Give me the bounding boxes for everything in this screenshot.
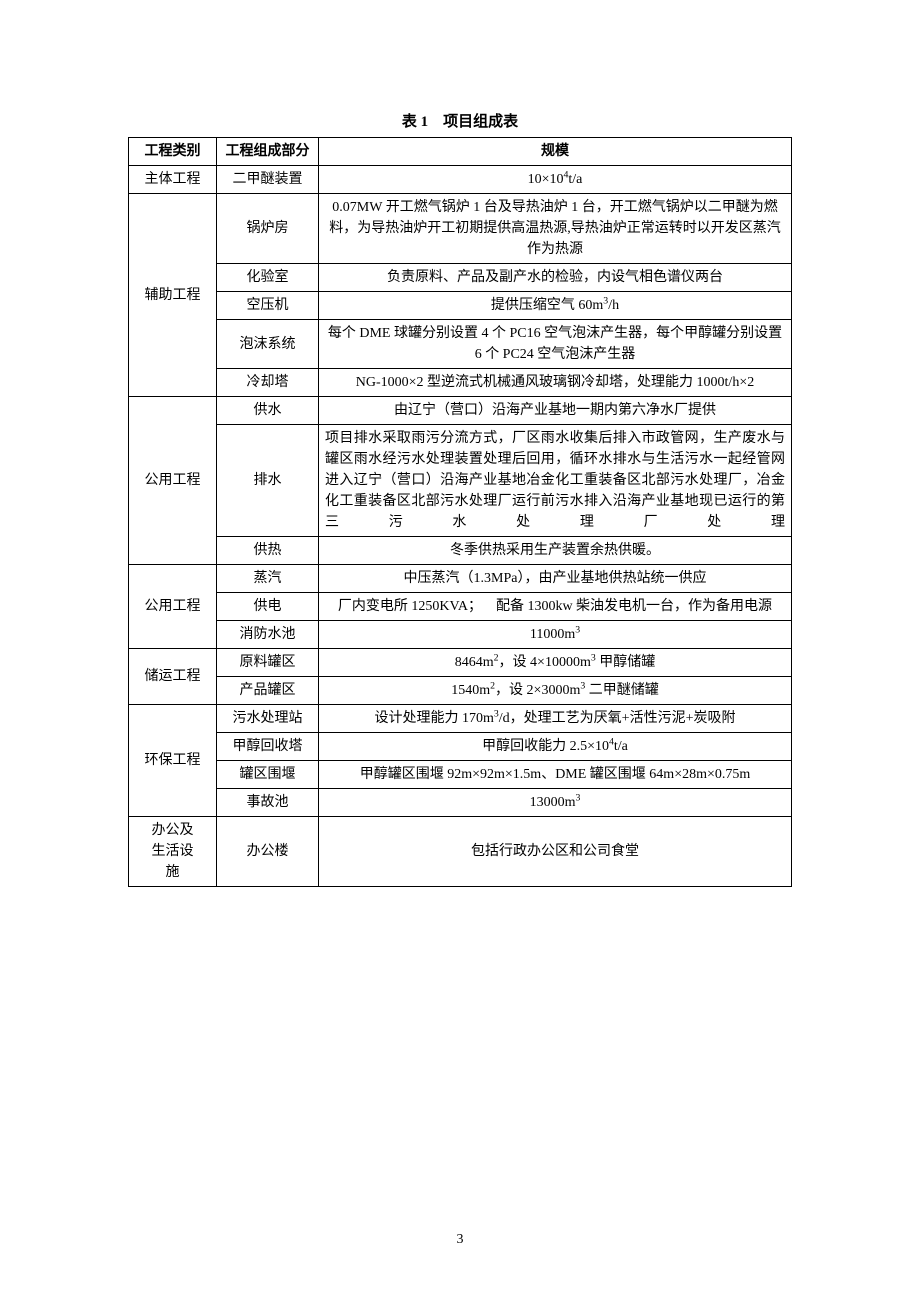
scale-cell: 项目排水采取雨污分流方式，厂区雨水收集后排入市政管网，生产废水与罐区雨水经污水处… bbox=[319, 425, 792, 537]
table-row: 供热冬季供热采用生产装置余热供暖。 bbox=[129, 537, 792, 565]
category-cell: 公用工程 bbox=[129, 565, 217, 649]
component-cell: 空压机 bbox=[217, 292, 319, 320]
scale-cell: NG-1000×2 型逆流式机械通风玻璃钢冷却塔，处理能力 1000t/h×2 bbox=[319, 369, 792, 397]
scale-cell: 13000m3 bbox=[319, 789, 792, 817]
component-cell: 蒸汽 bbox=[217, 565, 319, 593]
component-cell: 原料罐区 bbox=[217, 649, 319, 677]
scale-cell: 每个 DME 球罐分别设置 4 个 PC16 空气泡沫产生器，每个甲醇罐分别设置… bbox=[319, 320, 792, 369]
component-cell: 供电 bbox=[217, 593, 319, 621]
scale-cell: 甲醇罐区围堰 92m×92m×1.5m、DME 罐区围堰 64m×28m×0.7… bbox=[319, 761, 792, 789]
scale-cell: 提供压缩空气 60m3/h bbox=[319, 292, 792, 320]
component-cell: 事故池 bbox=[217, 789, 319, 817]
scale-cell: 设计处理能力 170m3/d，处理工艺为厌氧+活性污泥+炭吸附 bbox=[319, 705, 792, 733]
header-scale: 规模 bbox=[319, 138, 792, 166]
table-row: 化验室负责原料、产品及副产水的检验，内设气相色谱仪两台 bbox=[129, 264, 792, 292]
component-cell: 冷却塔 bbox=[217, 369, 319, 397]
component-cell: 锅炉房 bbox=[217, 194, 319, 264]
component-cell: 二甲醚装置 bbox=[217, 166, 319, 194]
table-row: 事故池13000m3 bbox=[129, 789, 792, 817]
category-cell: 辅助工程 bbox=[129, 194, 217, 397]
component-cell: 排水 bbox=[217, 425, 319, 537]
table-row: 环保工程污水处理站设计处理能力 170m3/d，处理工艺为厌氧+活性污泥+炭吸附 bbox=[129, 705, 792, 733]
scale-cell: 由辽宁（营口）沿海产业基地一期内第六净水厂提供 bbox=[319, 397, 792, 425]
table-row: 罐区围堰甲醇罐区围堰 92m×92m×1.5m、DME 罐区围堰 64m×28m… bbox=[129, 761, 792, 789]
component-cell: 甲醇回收塔 bbox=[217, 733, 319, 761]
component-cell: 供水 bbox=[217, 397, 319, 425]
table-row: 公用工程供水由辽宁（营口）沿海产业基地一期内第六净水厂提供 bbox=[129, 397, 792, 425]
header-component: 工程组成部分 bbox=[217, 138, 319, 166]
scale-cell: 8464m2，设 4×10000m3 甲醇储罐 bbox=[319, 649, 792, 677]
scale-cell: 厂内变电所 1250KVA； 配备 1300kw 柴油发电机一台，作为备用电源 bbox=[319, 593, 792, 621]
table-caption: 表 1 项目组成表 bbox=[128, 110, 792, 131]
table-row: 储运工程原料罐区8464m2，设 4×10000m3 甲醇储罐 bbox=[129, 649, 792, 677]
page-number: 3 bbox=[0, 1232, 920, 1248]
table-row: 公用工程蒸汽中压蒸汽（1.3MPa），由产业基地供热站统一供应 bbox=[129, 565, 792, 593]
component-cell: 罐区围堰 bbox=[217, 761, 319, 789]
component-cell: 产品罐区 bbox=[217, 677, 319, 705]
component-cell: 供热 bbox=[217, 537, 319, 565]
table-row: 办公及生活设施办公楼包括行政办公区和公司食堂 bbox=[129, 817, 792, 887]
table-row: 冷却塔NG-1000×2 型逆流式机械通风玻璃钢冷却塔，处理能力 1000t/h… bbox=[129, 369, 792, 397]
scale-cell: 0.07MW 开工燃气锅炉 1 台及导热油炉 1 台，开工燃气锅炉以二甲醚为燃料… bbox=[319, 194, 792, 264]
table-header-row: 工程类别 工程组成部分 规模 bbox=[129, 138, 792, 166]
category-cell: 办公及生活设施 bbox=[129, 817, 217, 887]
scale-cell: 10×104t/a bbox=[319, 166, 792, 194]
component-cell: 泡沫系统 bbox=[217, 320, 319, 369]
category-cell: 主体工程 bbox=[129, 166, 217, 194]
table-row: 辅助工程锅炉房0.07MW 开工燃气锅炉 1 台及导热油炉 1 台，开工燃气锅炉… bbox=[129, 194, 792, 264]
scale-cell: 中压蒸汽（1.3MPa），由产业基地供热站统一供应 bbox=[319, 565, 792, 593]
header-category: 工程类别 bbox=[129, 138, 217, 166]
table-row: 泡沫系统每个 DME 球罐分别设置 4 个 PC16 空气泡沫产生器，每个甲醇罐… bbox=[129, 320, 792, 369]
component-cell: 办公楼 bbox=[217, 817, 319, 887]
table-row: 排水项目排水采取雨污分流方式，厂区雨水收集后排入市政管网，生产废水与罐区雨水经污… bbox=[129, 425, 792, 537]
table-row: 供电厂内变电所 1250KVA； 配备 1300kw 柴油发电机一台，作为备用电… bbox=[129, 593, 792, 621]
scale-cell: 包括行政办公区和公司食堂 bbox=[319, 817, 792, 887]
table-row: 产品罐区1540m2，设 2×3000m3 二甲醚储罐 bbox=[129, 677, 792, 705]
component-cell: 化验室 bbox=[217, 264, 319, 292]
scale-cell: 冬季供热采用生产装置余热供暖。 bbox=[319, 537, 792, 565]
table-row: 空压机提供压缩空气 60m3/h bbox=[129, 292, 792, 320]
category-cell: 储运工程 bbox=[129, 649, 217, 705]
component-cell: 污水处理站 bbox=[217, 705, 319, 733]
table-row: 消防水池11000m3 bbox=[129, 621, 792, 649]
project-composition-table: 工程类别 工程组成部分 规模 主体工程二甲醚装置10×104t/a辅助工程锅炉房… bbox=[128, 137, 792, 887]
category-cell: 公用工程 bbox=[129, 397, 217, 565]
scale-cell: 1540m2，设 2×3000m3 二甲醚储罐 bbox=[319, 677, 792, 705]
category-cell: 环保工程 bbox=[129, 705, 217, 817]
scale-cell: 甲醇回收能力 2.5×104t/a bbox=[319, 733, 792, 761]
scale-cell: 11000m3 bbox=[319, 621, 792, 649]
component-cell: 消防水池 bbox=[217, 621, 319, 649]
table-row: 主体工程二甲醚装置10×104t/a bbox=[129, 166, 792, 194]
table-row: 甲醇回收塔甲醇回收能力 2.5×104t/a bbox=[129, 733, 792, 761]
scale-cell: 负责原料、产品及副产水的检验，内设气相色谱仪两台 bbox=[319, 264, 792, 292]
